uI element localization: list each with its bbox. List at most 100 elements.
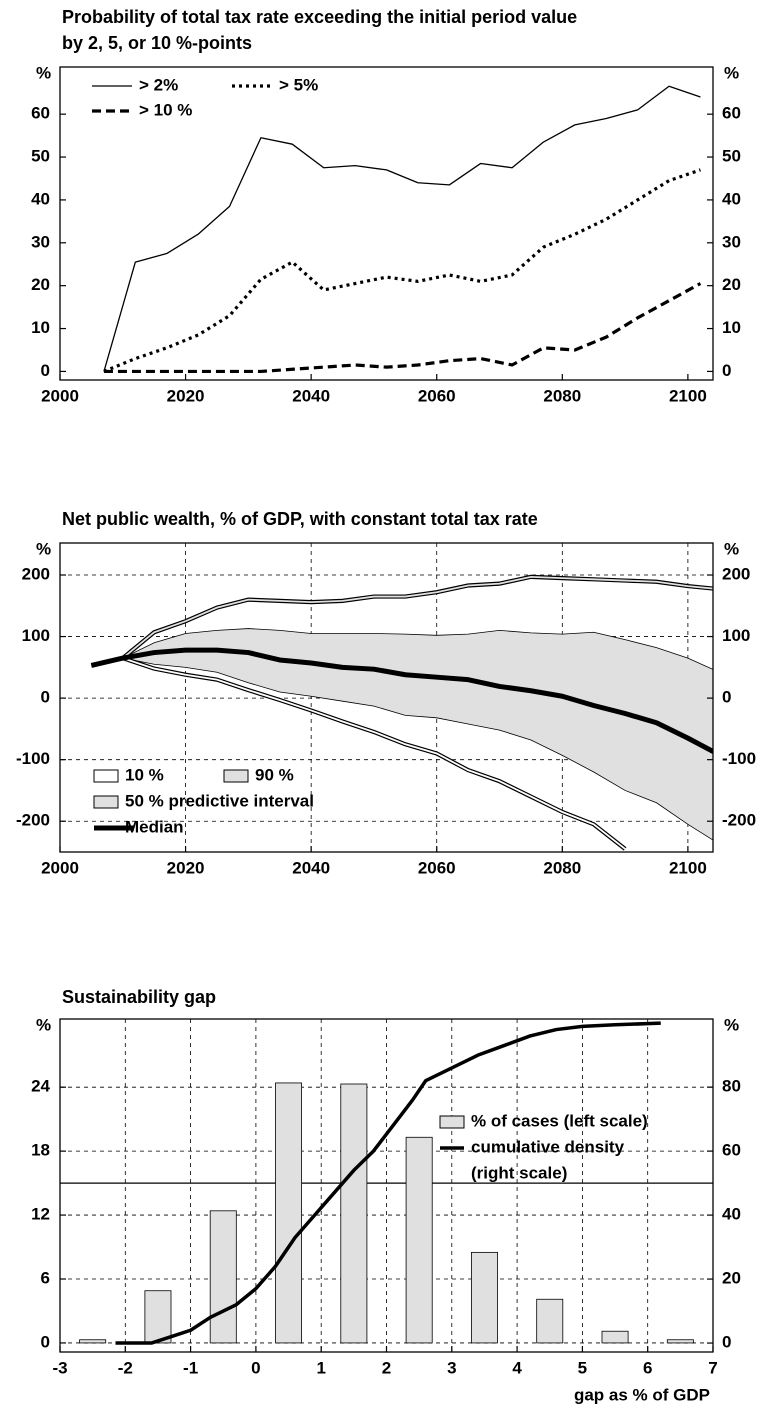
x-tick-label: -3	[52, 1358, 67, 1377]
y-tick-label: 50	[31, 147, 50, 166]
x-tick-label: 6	[643, 1358, 652, 1377]
line	[103, 282, 702, 374]
legend-label: > 2%	[139, 75, 178, 94]
line	[90, 647, 713, 755]
chart-title: Probability of total tax rate exceeding …	[62, 7, 577, 27]
x-tick-label: 2040	[292, 858, 330, 877]
y2-tick-label: 30	[722, 232, 741, 251]
legend-swatch	[439, 1115, 465, 1129]
bar	[144, 1290, 172, 1344]
y-tick-label: 30	[31, 232, 50, 251]
y-unit: %	[36, 1015, 51, 1034]
plot-frame	[59, 66, 714, 381]
y2-tick-label: 20	[722, 1269, 741, 1288]
line	[115, 1021, 661, 1345]
chart-title: Sustainability gap	[62, 987, 216, 1007]
bar	[601, 1330, 629, 1344]
y2-tick-label: 60	[722, 104, 741, 123]
y2-tick-label: 100	[722, 626, 750, 645]
bar	[275, 1082, 303, 1344]
y-tick-label: 0	[41, 361, 50, 380]
y2-tick-label: 200	[722, 564, 750, 583]
chart-title: Net public wealth, % of GDP, with consta…	[62, 509, 538, 529]
x-tick-label: -2	[118, 1358, 133, 1377]
y-tick-label: 60	[31, 104, 50, 123]
y-tick-label: 0	[41, 688, 50, 707]
x-tick-label: 2020	[167, 386, 205, 405]
x-tick-label: 4	[512, 1358, 522, 1377]
bar	[405, 1136, 433, 1344]
y2-tick-label: 40	[722, 1205, 741, 1224]
legend-swatch	[223, 769, 249, 783]
x-tick-label: 2040	[292, 386, 330, 405]
y2-tick-label: 0	[722, 688, 731, 707]
legend: % of cases (left scale) cumulative densit…	[439, 1111, 648, 1182]
x-tick-label: 2100	[669, 858, 707, 877]
bar	[79, 1339, 107, 1344]
legend-label: 50 % predictive interval	[125, 791, 314, 810]
chart-title: by 2, 5, or 10 %-points	[62, 33, 252, 53]
y-tick-label: 100	[22, 626, 50, 645]
legend: 10 % 90 % 50 % predictive interval Median	[93, 765, 314, 836]
y-tick-label: -100	[16, 749, 50, 768]
x-tick-label: 2100	[669, 386, 707, 405]
y-tick-label: 24	[31, 1077, 50, 1096]
bar	[470, 1251, 498, 1344]
x-axis-label: gap as % of GDP	[574, 1385, 710, 1404]
y-tick-label: 6	[41, 1268, 50, 1287]
x-tick-label: 2	[382, 1358, 391, 1377]
legend-label: Median	[125, 817, 184, 836]
x-tick-label: 2000	[41, 858, 79, 877]
x-tick-label: 1	[316, 1358, 325, 1377]
y2-unit: %	[724, 1015, 739, 1034]
y-tick-label: 10	[31, 318, 50, 337]
y-tick-label: 12	[31, 1205, 50, 1224]
y-unit: %	[36, 63, 51, 82]
x-tick-label: 2060	[418, 386, 456, 405]
y-tick-label: -200	[16, 811, 50, 830]
y-tick-label: 20	[31, 275, 50, 294]
y2-tick-label: -200	[722, 811, 756, 830]
plot-frame	[59, 1018, 714, 1353]
x-tick-label: 2080	[543, 386, 581, 405]
legend-swatch	[93, 795, 119, 809]
y2-unit: %	[724, 539, 739, 558]
legend-label: cumulative density	[471, 1137, 625, 1156]
legend-label: 10 %	[125, 765, 164, 784]
bar	[666, 1339, 694, 1344]
y-unit: %	[36, 539, 51, 558]
y2-tick-label: 40	[722, 189, 741, 208]
y2-tick-label: -100	[722, 749, 756, 768]
x-tick-label: 2060	[418, 858, 456, 877]
plot-area	[79, 1021, 694, 1345]
y2-tick-label: 50	[722, 147, 741, 166]
legend-label: % of cases (left scale)	[471, 1111, 648, 1130]
x-tick-label: 2080	[543, 858, 581, 877]
y2-tick-label: 0	[722, 1333, 731, 1352]
legend-note: (right scale)	[471, 1163, 567, 1182]
y2-tick-label: 60	[722, 1141, 741, 1160]
bar	[340, 1083, 368, 1344]
plot-area	[90, 574, 713, 851]
x-tick-label: -1	[183, 1358, 198, 1377]
y-tick-label: 200	[22, 564, 50, 583]
x-tick-label: 7	[708, 1358, 717, 1377]
x-tick-label: 5	[578, 1358, 587, 1377]
y2-tick-label: 0	[722, 361, 731, 380]
bar	[209, 1210, 237, 1344]
line	[103, 168, 701, 373]
y2-tick-label: 80	[722, 1077, 741, 1096]
x-tick-label: 0	[251, 1358, 260, 1377]
bar	[536, 1298, 564, 1344]
legend: > 2% > 5% > 10 %	[92, 75, 318, 119]
line	[91, 657, 626, 850]
line	[91, 575, 713, 667]
x-tick-label: 2020	[167, 858, 205, 877]
y2-tick-label: 20	[722, 275, 741, 294]
y-tick-label: 40	[31, 189, 50, 208]
line	[103, 85, 701, 372]
legend-swatch	[93, 769, 119, 783]
y-tick-label: 18	[31, 1141, 50, 1160]
x-tick-label: 2000	[41, 386, 79, 405]
